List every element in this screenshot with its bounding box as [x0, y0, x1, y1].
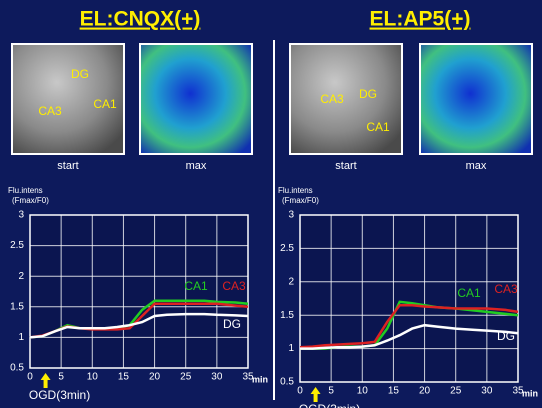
panel-title: EL:CNQX(+) — [80, 8, 201, 31]
y-tick-label: 3 — [288, 210, 294, 221]
y-tick-label: 2 — [18, 271, 24, 282]
image-caption: start — [57, 160, 78, 172]
x-axis-label: min — [252, 374, 268, 384]
y-tick-label: 1.5 — [10, 301, 24, 312]
series-label: CA3 — [494, 282, 518, 296]
y-tick-label: 2.5 — [10, 240, 24, 251]
region-label: CA3 — [320, 92, 344, 106]
plot-area — [300, 215, 518, 382]
micrograph — [420, 44, 532, 154]
region-label: CA1 — [366, 120, 390, 134]
region-label: DG — [71, 67, 89, 81]
x-tick-label: 30 — [481, 386, 493, 397]
annotation: OGD(3min) — [299, 402, 360, 408]
x-tick-label: 30 — [211, 372, 223, 383]
x-tick-label: 25 — [180, 372, 192, 383]
region-label: CA1 — [93, 97, 117, 111]
region-label: DG — [359, 87, 377, 101]
x-tick-label: 0 — [297, 386, 303, 397]
y-tick-label: 2 — [288, 276, 294, 287]
y-axis-label: (Fmax/F0) — [282, 196, 319, 205]
y-axis-label: (Fmax/F0) — [12, 196, 49, 205]
y-tick-label: 0.5 — [280, 377, 294, 388]
x-axis-label: min — [522, 388, 538, 398]
page: {"chart_data": [ {"type": "line", "title… — [0, 0, 542, 408]
y-tick-label: 0.5 — [10, 363, 24, 374]
y-tick-label: 1 — [288, 343, 294, 354]
y-tick-label: 2.5 — [280, 243, 294, 254]
image-caption: start — [335, 160, 356, 172]
plot-area — [30, 215, 248, 368]
x-tick-label: 15 — [388, 386, 400, 397]
y-axis-label: Flu.intens — [278, 186, 313, 195]
image-caption: max — [466, 160, 487, 172]
y-axis-label: Flu.intens — [8, 186, 43, 195]
x-tick-label: 0 — [27, 372, 33, 383]
series-label: CA3 — [222, 279, 246, 293]
micrograph — [290, 44, 402, 154]
x-tick-label: 20 — [419, 386, 431, 397]
x-tick-label: 5 — [328, 386, 334, 397]
series-label: DG — [223, 317, 241, 331]
x-tick-label: 5 — [58, 372, 64, 383]
panel-title: EL:AP5(+) — [370, 8, 471, 31]
x-tick-label: 10 — [357, 386, 369, 397]
series-label: CA1 — [457, 286, 481, 300]
y-tick-label: 3 — [18, 210, 24, 221]
x-tick-label: 25 — [450, 386, 462, 397]
series-label: CA1 — [184, 279, 208, 293]
annotation: OGD(3min) — [29, 388, 90, 402]
figure: EL:CNQX(+)startDGCA3CA1max0.511.522.5305… — [0, 0, 542, 408]
y-tick-label: 1.5 — [280, 310, 294, 321]
x-tick-label: 10 — [87, 372, 99, 383]
micrograph — [140, 44, 252, 154]
series-label: DG — [497, 329, 515, 343]
y-tick-label: 1 — [18, 332, 24, 343]
region-label: CA3 — [38, 104, 62, 118]
x-tick-label: 20 — [149, 372, 161, 383]
image-caption: max — [186, 160, 207, 172]
x-tick-label: 15 — [118, 372, 130, 383]
